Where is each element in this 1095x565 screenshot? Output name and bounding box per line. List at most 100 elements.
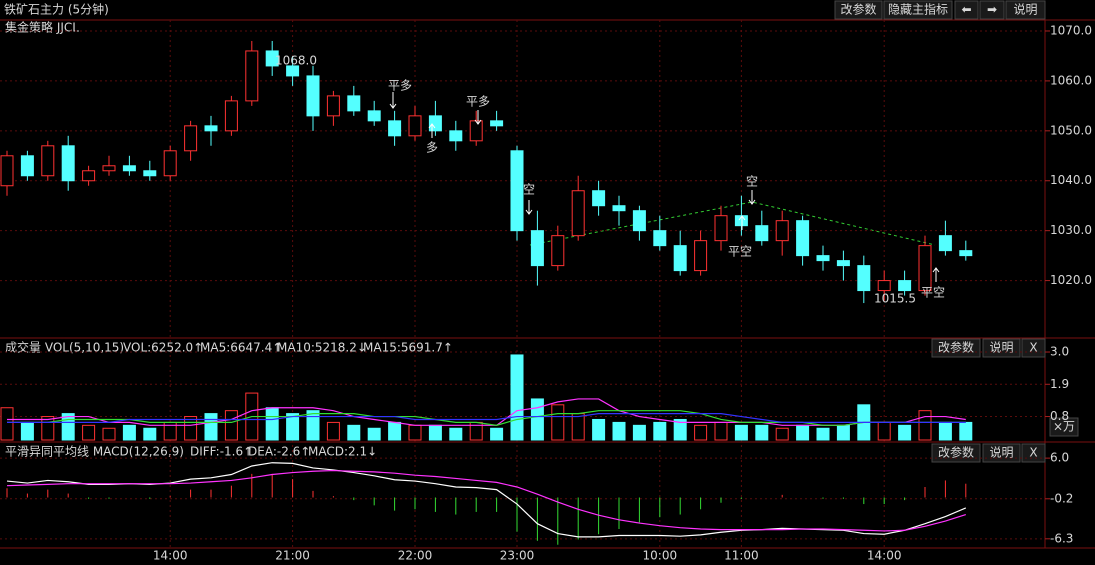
candle-body [734,215,748,227]
button-label[interactable]: 隐藏主指标 [888,2,948,17]
candle-body [490,120,504,127]
x-tick-label: 14:00 [867,549,902,563]
volume-title: 成交量 VOL(5,10,15) [5,340,124,355]
candle-body [449,130,463,142]
candle-body [367,110,381,122]
volume-bar [816,427,830,441]
candle-body [816,255,830,262]
candle-body [0,155,14,187]
y-tick-label: -6.3 [1050,531,1073,545]
volume-bar [122,424,136,441]
candle-body [592,190,606,207]
volume-bar [918,410,932,441]
button-label[interactable]: X [1029,446,1037,460]
volume-bar [673,418,687,441]
volume-bar [714,421,728,441]
volume-bar [224,410,238,441]
readout: MACD:2.1↓ [308,445,377,459]
indicator-line [6,469,966,532]
volume-bar [490,427,504,441]
candle-body [571,190,585,237]
volume-bar [82,424,96,441]
candle-body [836,260,850,267]
readout: VOL:6252.0↑ [123,341,203,355]
button-label[interactable]: 说明 [989,340,1013,355]
volume-bar [775,427,789,441]
price-annotation: 1015.5 [874,292,916,306]
unit-box[interactable] [1049,417,1079,437]
button-label[interactable]: ➡ [987,3,997,17]
readout: MA10:5218.2↓ [277,341,367,355]
y-tick-label: 1.9 [1050,377,1069,391]
button[interactable] [979,0,1005,20]
indicator-line [7,413,966,424]
candle-body [469,120,483,142]
candle-body [428,115,442,132]
y-tick-label: 1030.0 [1050,223,1092,237]
volume-bar [898,424,912,441]
signal-label: 多 [426,141,438,155]
window-title: 铁矿石主力 (5分钟) [4,2,109,17]
candle-body [755,225,769,242]
signal-label: 平空 [921,286,945,300]
candle-body [143,170,157,177]
readout: DIFF:-1.6↑ [190,445,253,459]
button[interactable] [834,0,883,20]
candle-body [775,220,789,242]
unit-label[interactable]: ×万 [1053,420,1075,434]
candle-body [388,120,402,137]
candle-body [122,165,136,172]
button-label[interactable]: ⬅ [961,3,971,17]
button-label[interactable]: X [1029,341,1037,355]
volume-bar [571,413,585,441]
candle-body [632,210,646,232]
candle-body [102,165,116,172]
button-label[interactable]: 改参数 [840,2,876,17]
button-label[interactable]: 改参数 [938,340,974,355]
signal-arrow-head [474,119,482,125]
volume-bar [449,427,463,441]
button[interactable] [931,338,981,358]
indicator-title: 集金策略 JJCL [5,20,79,35]
button-label[interactable]: 说明 [1013,2,1037,17]
button[interactable] [931,443,981,463]
button[interactable] [1005,0,1046,20]
candle-body [82,170,96,182]
y-tick-label: 1040.0 [1050,173,1092,187]
button[interactable] [1021,338,1046,358]
indicator-line [6,462,967,538]
signal-arrow-head [738,215,746,221]
volume-bar [265,407,279,441]
button[interactable] [982,443,1021,463]
candle-body [347,95,361,112]
button-label[interactable]: 改参数 [938,445,974,460]
volume-bar [20,421,34,441]
price-annotation: 1068.0 [275,54,317,68]
signal-label: 平空 [728,245,752,259]
candle-body [612,205,626,212]
candle-body [408,115,422,137]
volume-bar [326,421,340,441]
indicator-line [7,410,966,426]
y-tick-label: 1050.0 [1050,123,1092,137]
button[interactable] [954,0,979,20]
y-tick-label: 1020.0 [1050,273,1092,287]
volume-bar [653,421,667,441]
signal-arrow-head [932,267,940,273]
y-tick-label: 3.0 [1050,345,1069,359]
signal-arrow-head [525,209,533,215]
volume-bar [959,421,973,441]
button-label[interactable]: 说明 [989,445,1013,460]
volume-bar [592,418,606,441]
candle-body [326,95,340,117]
button[interactable] [883,0,953,20]
candle-body [61,145,75,182]
y-tick-label: 1060.0 [1050,73,1092,87]
volume-bar [612,421,626,441]
candle-body [204,125,218,132]
candle-body [877,280,891,292]
readout: DEA:-2.6↑ [248,445,310,459]
volume-bar [408,424,422,441]
button[interactable] [1021,443,1046,463]
